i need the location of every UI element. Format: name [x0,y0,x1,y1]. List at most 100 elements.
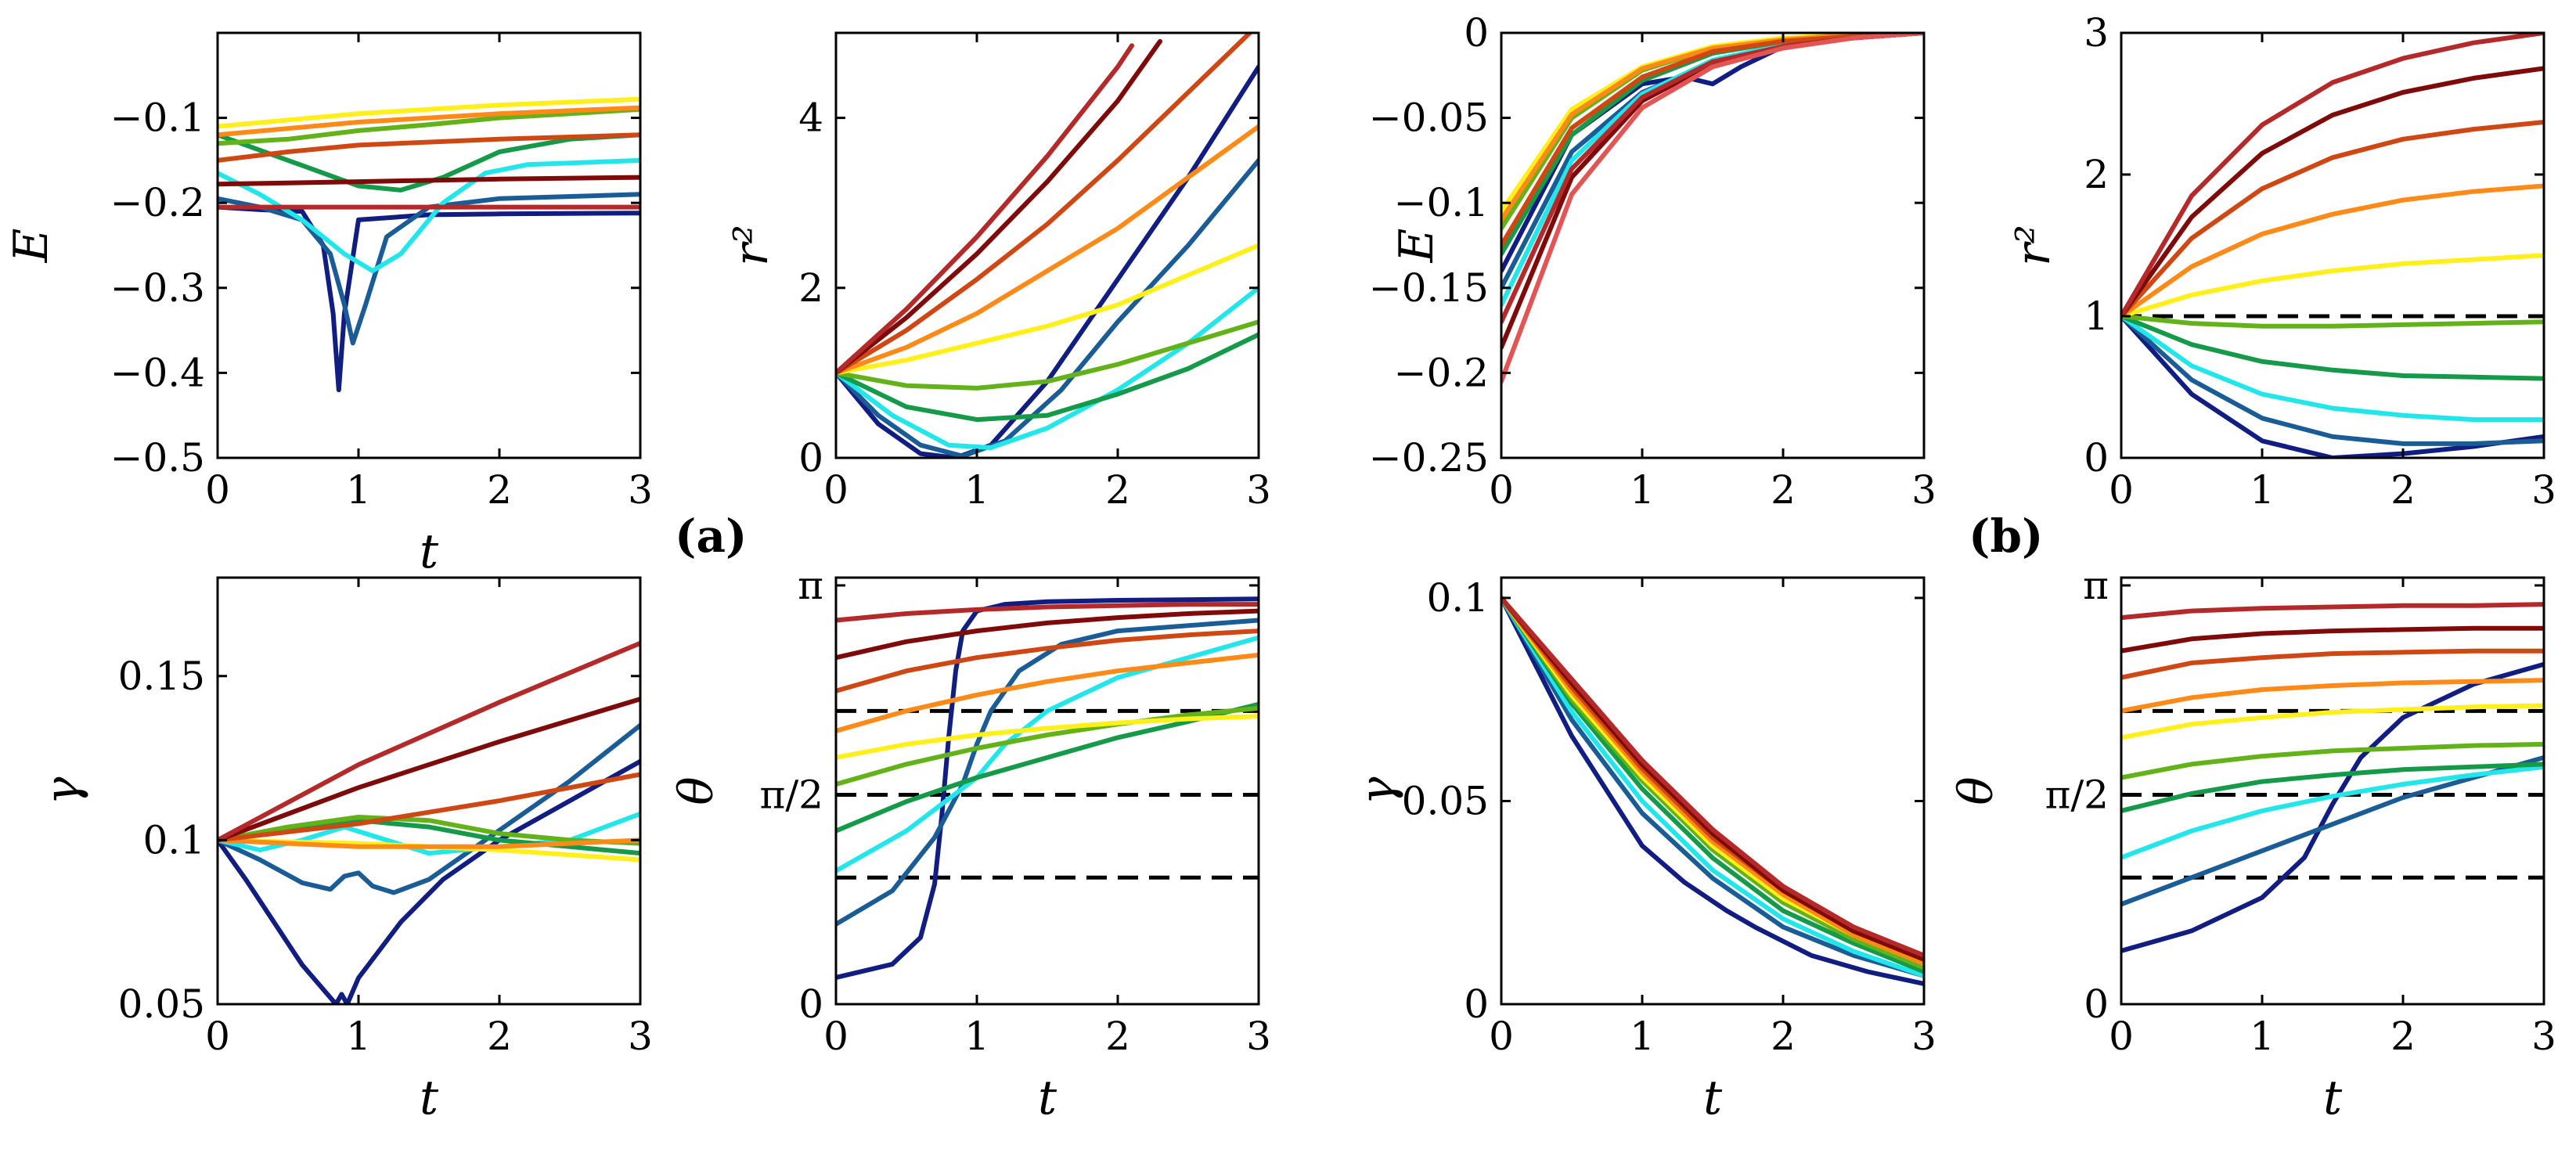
x-tick-label: 2 [1105,1014,1130,1059]
series-line-4 [2121,314,2544,329]
x-tick-label: 3 [1246,467,1271,513]
x-tick-label: 0 [205,467,230,513]
y-axis-label: E [4,229,59,264]
y-tick-label: 4 [798,95,823,141]
axes-frame [216,31,642,459]
series-line-8 [218,175,640,187]
series-line-8 [2121,66,2544,319]
series-line-0 [836,64,1259,458]
x-tick-label: 3 [1246,1014,1271,1059]
series-line-0 [2121,314,2544,458]
series-line-5 [2121,703,2544,740]
series-line-3 [2121,314,2544,381]
series-line-8 [1501,596,1924,962]
x-tick-label: 1 [346,467,371,513]
subplot-grid: 0 1 2 3 −0.5 −0.4 −0.3 −0.2 −0.1 t E 0 1 2 3 0 2 4 r² 0 1 2 3 −… [4,10,2556,1125]
y-tick-label: 0 [2084,435,2109,481]
series-line-6 [836,652,1259,733]
series-line-2 [2121,314,2544,423]
y-tick-label: 0 [1464,981,1489,1027]
y-tick-label: 0.05 [1402,778,1489,823]
series-line-5 [218,96,640,129]
series-line-8 [836,38,1162,376]
x-tick-label: 1 [346,1014,371,1059]
x-tick-label: 0 [1489,1014,1514,1059]
series-group [218,640,640,1004]
series-line-3 [218,132,640,193]
y-tick-label: π [2083,563,2109,608]
y-axis-label: θ [669,776,724,805]
x-tick-label: 0 [1489,467,1514,513]
series-line-2 [836,635,1259,873]
series-group [218,96,640,393]
series-line-2 [2121,764,2544,860]
y-tick-label: 0.05 [118,981,205,1027]
y-axis-label: γ [35,776,90,805]
series-line-1 [1501,596,1924,978]
series-line-6 [2121,678,2544,714]
y-axis-label: r² [724,225,779,266]
series-line-5 [2121,253,2544,319]
y-tick-label: 0 [1464,10,1489,56]
series-line-7 [836,628,1259,693]
series-line-6 [218,837,640,849]
axes-frame [1500,576,1926,1006]
series-line-1 [2121,314,2544,446]
series-line-9 [218,640,640,843]
series-line-1 [1501,33,1924,290]
series-line-1 [2121,754,2544,907]
y-tick-label: 0 [798,981,823,1027]
series-line-8 [218,697,640,843]
y-tick-label: −0.1 [1394,180,1489,225]
x-tick-label: 0 [2109,1014,2134,1059]
series-group [836,33,1259,458]
series-line-0 [2121,661,2544,953]
y-tick-label: −0.2 [1394,350,1489,395]
series-line-7 [1501,596,1924,962]
x-tick-label: 1 [2250,1014,2275,1059]
series-line-4 [218,106,640,146]
series-line-5 [1501,596,1924,967]
subplot-a-E: 0 1 2 3 −0.5 −0.4 −0.3 −0.2 −0.1 t E [4,31,653,579]
x-axis-label: t [1038,1071,1057,1125]
series-group [836,596,1259,980]
panel-label-a: (a) [675,510,747,563]
axes-frame [1500,31,1926,459]
series-line-4 [836,705,1259,787]
x-tick-label: 3 [628,1014,653,1059]
series-line-6 [218,105,640,138]
panel-label-b: (b) [1969,510,2043,563]
x-axis-label: t [420,1071,439,1125]
x-tick-label: 1 [1630,467,1655,513]
series-group [1501,33,1924,384]
y-tick-label: 0.1 [142,817,205,862]
y-tick-label: 0.15 [118,654,205,699]
series-line-7 [2121,120,2544,319]
y-tick-label: π [798,563,823,608]
x-tick-label: 3 [2531,1014,2556,1059]
series-line-0 [218,204,640,393]
series-line-10 [1501,33,1924,384]
y-tick-label: 2 [2084,152,2109,197]
x-tick-label: 1 [2250,467,2275,513]
y-axis-label: r² [2006,225,2061,266]
x-tick-label: 3 [1911,467,1937,513]
x-tick-label: 3 [1911,1014,1937,1059]
y-tick-label: π/2 [759,772,823,817]
series-line-0 [1501,596,1924,986]
series-line-8 [2121,625,2544,654]
x-tick-label: 2 [487,467,512,513]
series-line-9 [2121,33,2544,319]
series-line-3 [1501,596,1924,974]
series-line-0 [218,758,640,1004]
series-group [1501,596,1924,986]
x-tick-label: 0 [205,1014,230,1059]
y-axis-label: E [1389,229,1444,264]
y-tick-label: −0.25 [1369,435,1489,481]
series-line-1 [836,618,1259,927]
x-axis-label: t [2323,1071,2343,1125]
subplot-a-r2: 0 1 2 3 0 2 4 r² [724,31,1271,513]
x-tick-label: 2 [1771,467,1796,513]
x-tick-label: 2 [487,1014,512,1059]
